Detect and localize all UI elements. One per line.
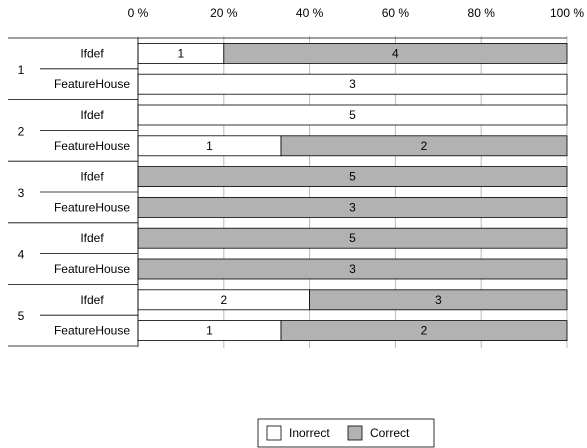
data-label: 2 [421, 139, 428, 153]
bar-label: Ifdef [80, 46, 104, 60]
legend-swatch-incorrect [266, 425, 282, 441]
data-label: 2 [421, 324, 428, 338]
bar-label: FeatureHouse [54, 200, 130, 214]
data-label: 3 [349, 262, 356, 276]
bar-label: FeatureHouse [54, 324, 130, 338]
legend: Inorrect Correct [257, 418, 435, 448]
legend-swatch-correct [347, 425, 363, 441]
x-tick-label: 0 % [128, 6, 149, 20]
x-tick-label: 20 % [210, 6, 238, 20]
group-label: 4 [18, 248, 25, 262]
data-label: 5 [349, 108, 356, 122]
data-label: 5 [349, 231, 356, 245]
group-label: 3 [18, 186, 25, 200]
bar-label: Ifdef [80, 293, 104, 307]
data-label: 4 [392, 46, 399, 60]
data-label: 1 [206, 324, 213, 338]
data-label: 1 [178, 46, 185, 60]
data-label: 3 [435, 293, 442, 307]
data-label: 3 [349, 77, 356, 91]
legend-label-incorrect: Inorrect [289, 426, 330, 440]
group-label: 1 [18, 63, 25, 77]
x-tick-label: 40 % [296, 6, 324, 20]
data-label: 1 [206, 139, 213, 153]
bar-label: FeatureHouse [54, 139, 130, 153]
axes [8, 37, 567, 347]
bar-segment-correct [280, 135, 568, 157]
bar-label: Ifdef [80, 170, 104, 184]
bar-label: FeatureHouse [54, 77, 130, 91]
bar-segment-correct [309, 289, 568, 311]
bar-label: FeatureHouse [54, 262, 130, 276]
group-label: 5 [18, 309, 25, 323]
bars: 1 4 3 5 1 2 5 3 5 3 2 3 1 2 [137, 43, 568, 342]
bar-label: Ifdef [80, 231, 104, 245]
x-tick-label: 100 % [550, 6, 584, 20]
x-tick-label: 60 % [382, 6, 410, 20]
bar-segment-correct [223, 43, 568, 64]
legend-box [257, 418, 435, 448]
bar-label: Ifdef [80, 108, 104, 122]
x-tick-label: 80 % [468, 6, 496, 20]
bar-segment-correct [280, 320, 568, 342]
x-tick-labels: 0 % 20 % 40 % 60 % 80 % 100 % [128, 6, 585, 20]
legend-label-correct: Correct [370, 426, 410, 440]
group-label: 2 [18, 124, 25, 138]
data-label: 5 [349, 170, 356, 184]
category-labels: Ifdef FeatureHouse 1 Ifdef FeatureHouse 2 Ifde… [18, 46, 131, 337]
data-label: 2 [220, 293, 227, 307]
data-label: 3 [349, 200, 356, 214]
